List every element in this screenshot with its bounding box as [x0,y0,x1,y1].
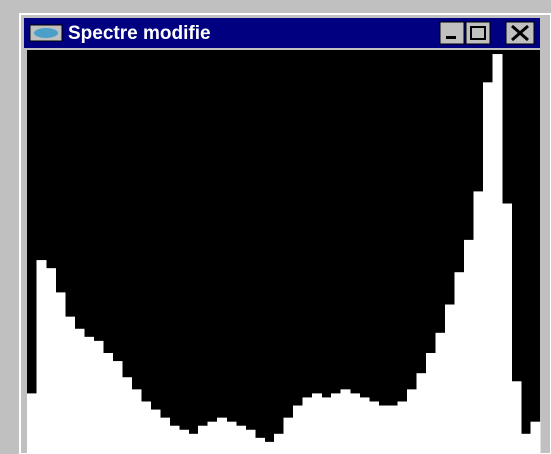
spectrum-bar [283,417,294,454]
spectrum-bar [416,373,427,454]
spectrum-bar [46,268,56,454]
spectrum-bar [340,389,351,454]
spectrum-bar [198,425,208,454]
spectrum-bar [388,405,398,454]
spectrum-bar [302,397,313,454]
spectrum-bar [359,397,370,454]
spectrum-bar [150,409,161,454]
spectrum-bar [112,361,123,454]
spectrum-bar [84,336,94,454]
spectrum-bar [245,429,256,454]
spectrum-bar [483,82,493,454]
spectrum-bar [530,421,541,454]
spectrum-bar [93,340,104,454]
spectrum-bar [464,239,474,454]
spectrum-bar [207,421,218,454]
spectrum-bar [321,397,332,454]
spectrum-bar [36,260,47,454]
spectrum-bar [274,433,284,454]
maximize-button[interactable] [465,21,491,45]
spectrum-bar [179,429,189,454]
close-button[interactable] [505,21,535,45]
spectrum-bar [312,393,322,454]
spectrum-bar [27,393,37,454]
spectrum-bar [264,441,275,454]
spectrum-bar [426,353,436,454]
spectrum-bar [236,425,246,454]
spectrum-bar [397,401,408,454]
spectrum-bar [502,203,512,454]
spectrum-bar [122,377,132,454]
window-icon [29,24,63,42]
spectrum-bar [55,292,66,454]
spectrum-bar [492,54,503,454]
spectrum-bar [293,405,303,454]
spectrum-bar [454,272,465,454]
spectrum-bar [350,393,360,454]
spectrum-bar [521,433,531,454]
spectrum-bar [141,401,151,454]
spectrum-bar [160,417,170,454]
spectrum-bar [511,381,522,454]
spectrum-bar [65,316,75,454]
spectrum-bar [331,393,341,454]
spectrum-bar [435,332,446,454]
spectrum-bar [226,421,237,454]
spectrum-bar [103,353,113,454]
spectrum-bar [217,417,227,454]
window-title: Spectre modifie [68,23,211,44]
spectrum-bar [255,437,265,454]
spectrum-bar [369,401,379,454]
spectrum-bar [131,389,142,454]
spectrum-bar [169,425,180,454]
spectrum-bar [188,433,199,454]
spectrum-bar [407,389,417,454]
spectrum-bar [74,328,85,454]
spectrum-bar [378,405,389,454]
spectrum-bar [445,304,455,454]
spectrum-bar [473,191,484,454]
minimize-button[interactable] [439,21,465,45]
